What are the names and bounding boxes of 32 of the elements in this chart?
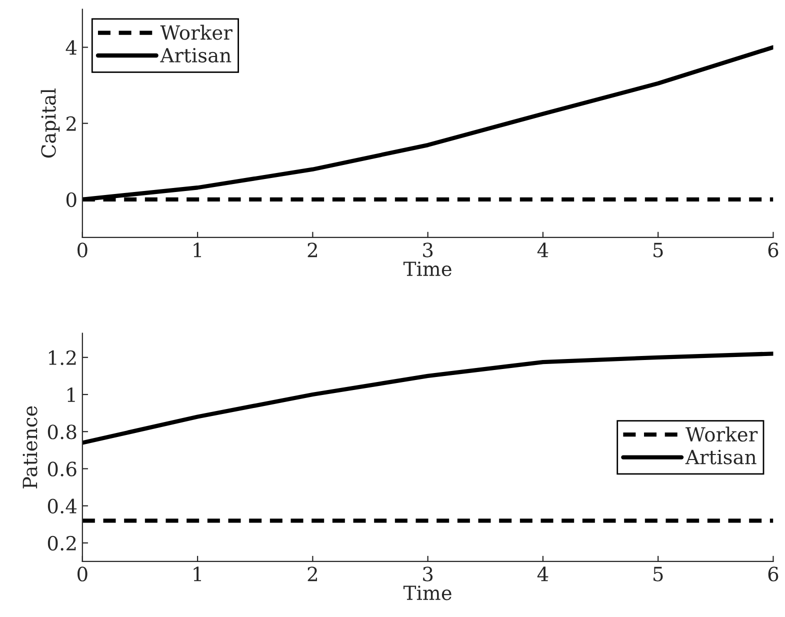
- x-tick-label: 4: [537, 566, 548, 582]
- x-tick-label: 3: [423, 242, 433, 258]
- x-tick-label: 2: [308, 566, 317, 582]
- line-series: [82, 352, 774, 445]
- y-tick-label: 0.4: [48, 498, 77, 514]
- y-tick-label: 1.2: [49, 350, 76, 366]
- y-axis-title: Patience: [22, 406, 38, 488]
- x-tick-label: 6: [768, 566, 778, 582]
- x-tick-label: 1: [194, 566, 201, 582]
- x-tick-label: 3: [423, 566, 433, 582]
- x-tick-label: 4: [537, 242, 548, 258]
- y-tick-label: 0.8: [48, 424, 76, 440]
- x-tick-label: 6: [768, 242, 778, 258]
- y-tick-label: 0.2: [48, 536, 76, 551]
- x-tick-label: 5: [654, 242, 663, 258]
- legend-label: Artisan: [685, 450, 756, 464]
- x-tick-label: 0: [78, 566, 88, 582]
- x-axis-title: Time: [403, 262, 452, 276]
- legend-label: Artisan: [160, 48, 232, 63]
- y-tick-label: 0.6: [48, 462, 76, 476]
- x-axis-title: Time: [403, 586, 452, 600]
- y-tick-label: 0: [66, 192, 76, 208]
- x-tick-label: 0: [78, 242, 88, 258]
- x-tick-label: 2: [308, 242, 317, 258]
- legend-label: Worker: [686, 426, 758, 442]
- x-tick-label: 1: [194, 242, 201, 258]
- y-tick-label: 1: [68, 387, 75, 402]
- y-tick-label: 2: [66, 116, 76, 131]
- legend-label: Worker: [160, 24, 232, 40]
- y-tick-label: 4: [66, 40, 77, 55]
- x-tick-label: 5: [654, 566, 663, 582]
- y-axis-title: Capital: [40, 88, 60, 158]
